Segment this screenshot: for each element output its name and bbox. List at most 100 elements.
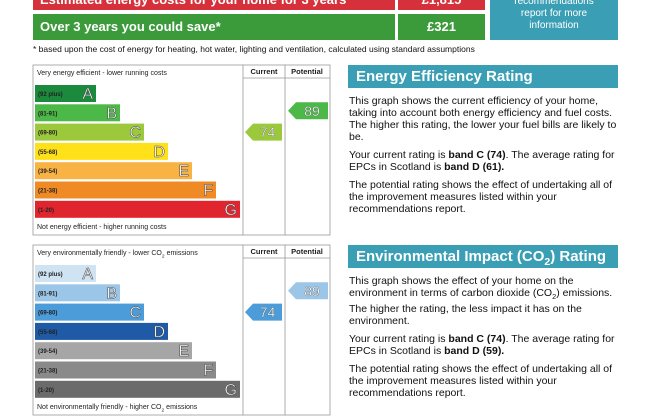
subscript: 2 [544,256,551,268]
band-range: (92 plus) [38,272,63,278]
band-bar [35,123,144,141]
bold-text: band D (59). [444,345,505,358]
cost-label: Estimated energy costs for your home for… [40,0,346,13]
band-bar [35,85,96,102]
cost-row-bg [33,0,395,10]
subscript: 2 [161,408,165,414]
band-range: (92 plus) [38,92,63,98]
band-bar [35,342,192,360]
paragraph: This graph shows the effect of your home… [349,275,621,327]
band-range: (69-80) [38,131,57,137]
band-bar [35,380,240,398]
potential-arrow [288,282,328,300]
band-bar [35,361,216,379]
column-header: Potential [291,247,323,256]
info-box: recommendations report for more informat… [514,0,594,31]
save-cell-bg [398,14,485,40]
text-run: The potential rating shows the effect of… [349,363,613,400]
band-letter: A [82,86,93,103]
save-row-bg [33,14,395,40]
band-letter: C [129,305,141,322]
top-note: Very environmentally friendly - lower CO… [37,250,198,259]
band-range: (81-91) [38,291,57,297]
description: This graph shows the current efficiency … [349,95,621,221]
paragraph: This graph shows the current efficiency … [349,95,621,143]
band-letter: F [203,363,213,380]
text-run: emissions [164,404,198,411]
band-bar [35,181,216,199]
band-range: (55-68) [38,150,57,156]
subscript: 2 [161,254,165,260]
band-bar [35,200,240,218]
band-range: (39-54) [38,349,57,355]
band-letter: F [203,183,213,200]
footnote: * based upon the cost of energy for heat… [33,44,475,54]
paragraph: The potential rating shows the effect of… [349,363,621,399]
paragraph: The potential rating shows the effect of… [349,179,621,215]
text-run: Environmental Impact (CO [356,248,545,265]
paragraph: Your current rating is band C (74). The … [349,149,621,173]
band-letter: B [106,105,117,122]
band-range: (55-68) [38,330,57,336]
bottom-note: Not energy efficient - higher running co… [37,224,166,231]
text-run: Very environmentally friendly - lower CO [37,250,162,257]
band-range: (1-20) [38,388,54,394]
info-box-bg [490,0,618,40]
band-range: (21-38) [38,189,57,195]
column-header: Current [250,247,278,256]
potential-arrow-value: 89 [304,103,320,119]
section-heading: Energy Efficiency Rating [348,65,618,88]
bold-text: band C (74) [448,149,506,161]
text-run: Your current rating is [349,149,449,161]
band-range: (39-54) [38,169,57,175]
text-run: Very energy efficient - lower running co… [37,70,167,77]
band-letter: D [153,324,165,341]
band-range: (1-20) [38,208,54,214]
top-note: Very energy efficient - lower running co… [37,70,167,77]
bottom-note: Not environmentally friendly - higher CO… [37,404,197,413]
band-bar [35,284,120,302]
section-heading: Environmental Impact (CO2) Rating [348,245,618,268]
save-value: £321 [427,19,456,34]
band-range: (21-38) [38,369,57,375]
band-bar [35,162,192,180]
band-letter: B [106,285,117,302]
text-run: This graph shows the current efficiency … [349,95,617,143]
current-arrow-value: 74 [260,124,276,140]
text-run: Not energy efficient - higher running co… [37,224,167,231]
band-bar [35,104,120,122]
band-bar [35,303,144,321]
paragraph: Your current rating is band C (74). The … [349,333,621,357]
cost-value: £1,815 [398,0,485,13]
text-run: The potential rating shows the effect of… [349,179,613,215]
band-letter: A [82,266,93,283]
current-arrow [245,303,282,321]
band-range: (69-80) [38,311,57,317]
band-letter: E [178,343,189,360]
bold-text: band D (61). [444,161,505,173]
text-run: Energy Efficiency Rating [356,68,533,85]
band-range: (81-91) [38,111,57,117]
column-header: Potential [291,67,323,76]
potential-arrow-value: 89 [304,283,320,299]
text-run: ) Rating [550,248,607,265]
band-letter: C [129,125,141,142]
column-header: Current [250,67,278,76]
text-run: ) emissions. The higher the rating, the … [349,287,613,328]
text-run: emissions [164,250,198,257]
current-arrow [245,123,282,141]
text-run: Not environmentally friendly - higher CO [37,404,162,411]
band-bar [35,322,168,340]
description: This graph shows the effect of your home… [349,275,621,405]
band-letter: D [153,144,165,161]
band-letter: G [225,202,237,219]
band-bar [35,265,96,282]
potential-arrow [288,102,328,120]
save-label: Over 3 years you could save* [40,19,221,34]
cost-cell-bg [398,0,485,10]
text-run: . The average rating for EPCs in Scotlan… [349,333,615,358]
band-letter: E [178,163,189,180]
text-run: Your current rating is [349,333,449,346]
text-run: . The average rating for EPCs in Scotlan… [349,149,615,173]
